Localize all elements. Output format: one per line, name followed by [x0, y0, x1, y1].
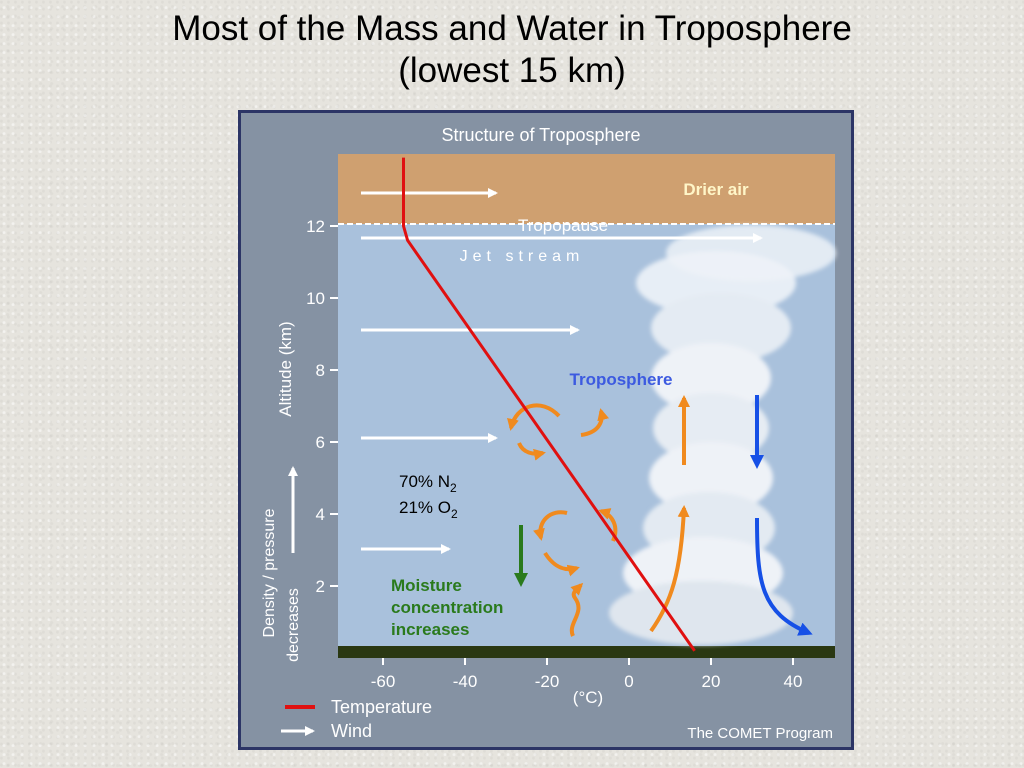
slide-title: Most of the Mass and Water in Tropospher… [0, 8, 1024, 92]
circulation-arrow-icon [543, 551, 580, 577]
circulation-arrow-icon [580, 408, 609, 437]
y-axis-label: Altitude (km) [276, 321, 295, 416]
n2-label: 70% N [399, 472, 450, 491]
updraft-arrow-icon [649, 505, 690, 633]
svg-text:21% O2: 21% O2 [399, 498, 458, 521]
x-tick-label: 0 [624, 672, 633, 691]
slide-title-line-1: Most of the Mass and Water in Tropospher… [172, 9, 852, 48]
y-axis-ticks: 2 4 6 8 10 12 [306, 217, 338, 596]
o2-label: 21% O [399, 498, 451, 517]
density-label-line-2: decreases [285, 588, 302, 662]
x-tick-label: -40 [453, 672, 478, 691]
drier-air-label: Drier air [683, 180, 749, 199]
temperature-legend-label: Temperature [331, 697, 432, 717]
troposphere-figure: Structure of Troposphere -60 -40 -20 0 20 40 … [238, 110, 854, 750]
figure-title: Structure of Troposphere [441, 125, 640, 145]
o2-subscript: 2 [451, 507, 458, 521]
svg-text:70% N2: 70% N2 [399, 472, 457, 495]
x-tick-label: 40 [784, 672, 803, 691]
circulation-arrow-icon [533, 510, 568, 541]
drier-air-layer [338, 154, 835, 224]
y-tick-label: 10 [306, 289, 325, 308]
slide-title-line-2: (lowest 15 km) [398, 51, 626, 90]
y-tick-label: 12 [306, 217, 325, 236]
wind-legend-label: Wind [331, 721, 372, 741]
troposphere-diagram: Structure of Troposphere -60 -40 -20 0 20 40 … [261, 125, 836, 742]
circulation-arrow-icon [517, 442, 546, 461]
x-tick-label: -60 [371, 672, 396, 691]
jet-stream-label: Jet stream [460, 248, 585, 265]
density-label-line-1: Density / pressure [261, 508, 278, 637]
troposphere-label: Troposphere [570, 370, 673, 389]
x-axis-unit: (°C) [573, 688, 603, 707]
moisture-line-3: increases [391, 620, 469, 639]
ground-layer [338, 646, 835, 658]
y-tick-label: 8 [316, 361, 325, 380]
x-tick-label: 20 [702, 672, 721, 691]
circulation-arrow-icon [569, 582, 584, 637]
x-axis-ticks: -60 -40 -20 0 20 40 [371, 658, 803, 691]
composition-text: 70% N2 21% O2 [399, 472, 458, 521]
tropopause-label: Tropopause [518, 216, 608, 235]
temperature-line [402, 157, 696, 652]
circulation-arrow-icon [507, 403, 561, 431]
moisture-line-1: Moisture [391, 576, 462, 595]
credit-label: The COMET Program [687, 725, 833, 742]
downdraft-arrows [750, 395, 813, 636]
moisture-text: Moisture concentration increases [391, 576, 503, 639]
legend: Temperature Wind [281, 697, 432, 741]
moisture-line-2: concentration [391, 598, 503, 617]
y-tick-label: 4 [316, 505, 325, 524]
downdraft-arrow-icon [755, 517, 813, 636]
y-tick-label: 2 [316, 577, 325, 596]
y-tick-label: 6 [316, 433, 325, 452]
n2-subscript: 2 [450, 481, 457, 495]
x-tick-label: -20 [535, 672, 560, 691]
